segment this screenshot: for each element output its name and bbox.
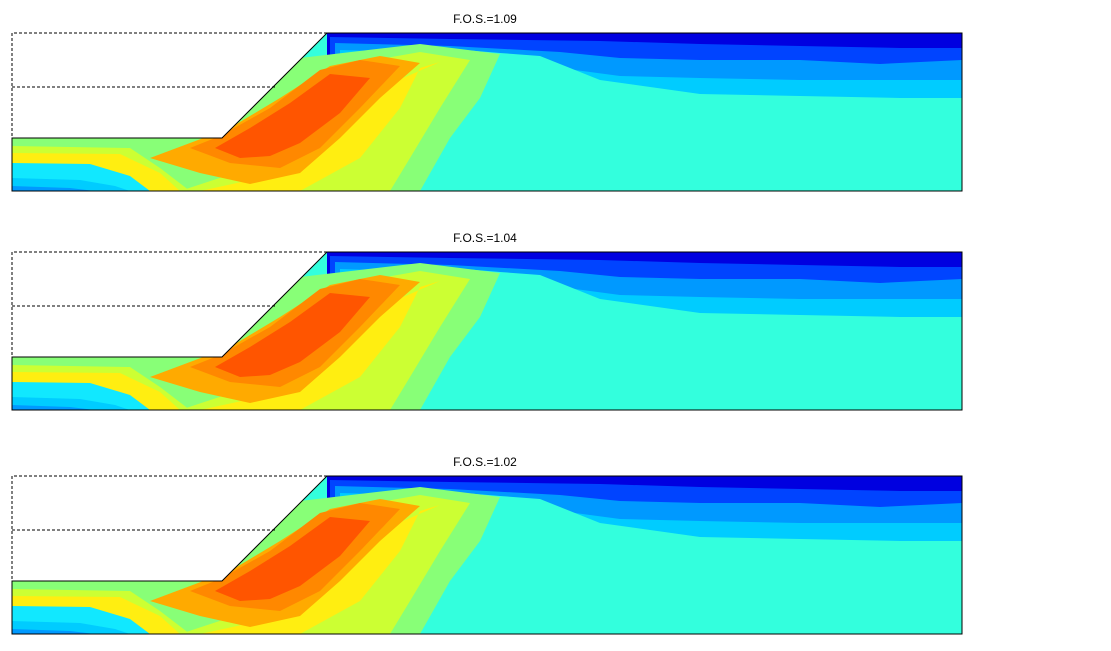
contour-band bbox=[12, 629, 95, 634]
contour-bands bbox=[12, 33, 962, 191]
slope-contour-plot bbox=[11, 32, 963, 192]
contour-band bbox=[12, 405, 95, 410]
slope-panel-2: F.O.S.=1.04 bbox=[0, 227, 1111, 417]
panel-title: F.O.S.=1.09 bbox=[453, 12, 517, 26]
soil-outline bbox=[11, 475, 963, 635]
panel-title: F.O.S.=1.02 bbox=[453, 455, 517, 469]
contour-bands bbox=[12, 476, 962, 634]
contour-band bbox=[420, 491, 962, 634]
slope-contour-plot bbox=[11, 475, 963, 635]
excavation-outline bbox=[11, 475, 327, 581]
contour-band bbox=[12, 186, 95, 191]
contour-band bbox=[215, 517, 370, 601]
soil-outline bbox=[11, 251, 963, 411]
contour-band bbox=[420, 48, 962, 191]
contour-bands bbox=[12, 252, 962, 410]
slope-panel-1: F.O.S.=1.09 bbox=[0, 8, 1111, 198]
excavation-outline bbox=[11, 251, 327, 357]
soil-outline bbox=[11, 32, 963, 192]
excavation-outline bbox=[11, 32, 327, 138]
contour-band bbox=[215, 293, 370, 377]
slope-contour-plot bbox=[11, 251, 963, 411]
slope-panel-3: F.O.S.=1.02 bbox=[0, 451, 1111, 641]
panel-title: F.O.S.=1.04 bbox=[453, 231, 517, 245]
contour-band bbox=[420, 267, 962, 410]
contour-band bbox=[215, 74, 370, 158]
